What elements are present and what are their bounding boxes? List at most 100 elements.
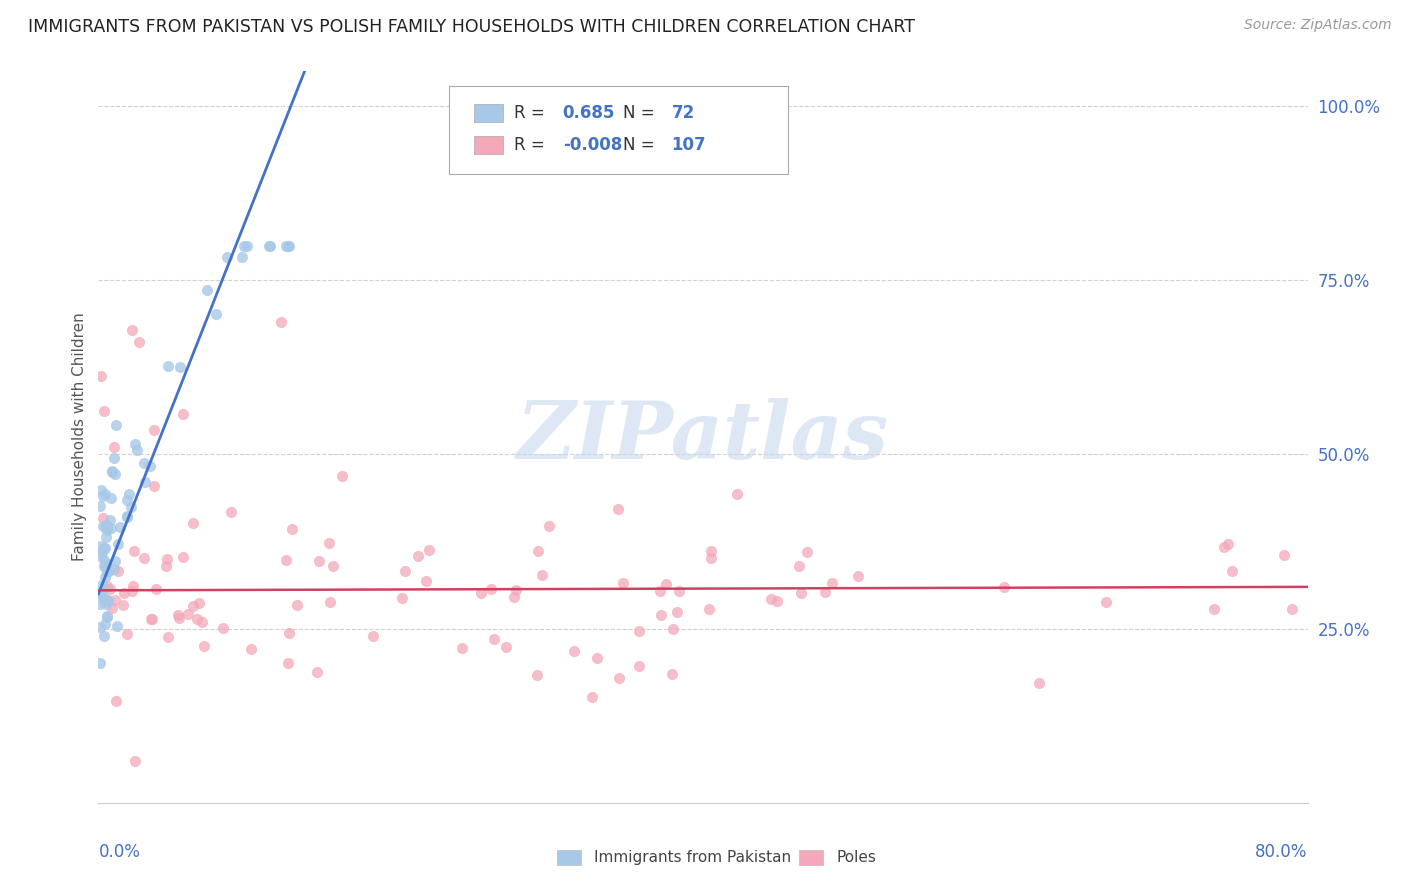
Point	[277, 626, 299, 640]
Point	[257, 238, 280, 252]
Point	[134, 475, 156, 489]
Point	[274, 553, 297, 567]
Point	[156, 359, 179, 373]
Point	[233, 238, 256, 252]
Point	[391, 591, 413, 606]
Text: N =: N =	[623, 104, 655, 122]
Point	[96, 565, 118, 579]
Point	[91, 578, 114, 592]
Point	[361, 629, 384, 643]
Point	[103, 441, 125, 455]
Point	[628, 624, 651, 639]
Point	[94, 487, 117, 501]
Text: Immigrants from Pakistan: Immigrants from Pakistan	[595, 850, 792, 865]
Point	[193, 639, 215, 653]
Point	[406, 549, 429, 563]
Point	[91, 510, 114, 524]
Point	[139, 612, 162, 626]
Point	[308, 554, 330, 568]
Point	[97, 592, 120, 607]
Point	[495, 640, 517, 654]
Point	[105, 417, 128, 432]
Point	[89, 587, 111, 601]
Point	[186, 612, 208, 626]
Point	[89, 656, 111, 670]
Point	[318, 535, 340, 549]
Point	[188, 596, 211, 610]
Point	[93, 629, 115, 643]
Point	[699, 550, 721, 565]
Point	[94, 541, 117, 556]
Point	[93, 553, 115, 567]
Point	[766, 594, 789, 608]
Point	[101, 464, 124, 478]
Point	[177, 607, 200, 621]
Point	[796, 545, 818, 559]
Point	[100, 582, 122, 596]
Point	[607, 671, 630, 685]
Point	[221, 505, 243, 519]
Point	[846, 569, 869, 583]
Text: N =: N =	[623, 136, 655, 154]
Point	[91, 519, 114, 533]
Point	[96, 579, 118, 593]
Point	[90, 368, 112, 383]
Point	[98, 513, 121, 527]
Point	[124, 544, 146, 558]
FancyBboxPatch shape	[474, 136, 503, 154]
Point	[451, 640, 474, 655]
Point	[90, 544, 112, 558]
Point	[115, 492, 138, 507]
Point	[124, 754, 146, 768]
Point	[91, 489, 114, 503]
Text: 0.0%: 0.0%	[98, 843, 141, 861]
Point	[537, 519, 560, 533]
Point	[111, 598, 134, 612]
Point	[527, 544, 550, 558]
Point	[94, 518, 117, 533]
Point	[107, 565, 129, 579]
Point	[725, 487, 748, 501]
Point	[96, 609, 118, 624]
Point	[259, 238, 281, 252]
Point	[141, 612, 163, 626]
Point	[155, 559, 177, 574]
Point	[103, 562, 125, 576]
Point	[172, 408, 194, 422]
Text: Poles: Poles	[837, 850, 876, 865]
Point	[89, 597, 111, 611]
Point	[277, 657, 299, 671]
Point	[93, 559, 115, 574]
Point	[699, 544, 721, 558]
Point	[172, 550, 194, 565]
Point	[526, 668, 548, 682]
Point	[789, 586, 811, 600]
Point	[104, 554, 127, 568]
Text: ZIPatlas: ZIPatlas	[517, 399, 889, 475]
Point	[668, 583, 690, 598]
Point	[212, 621, 235, 635]
Point	[100, 521, 122, 535]
Point	[276, 238, 298, 252]
Point	[562, 644, 585, 658]
Point	[479, 582, 502, 597]
Point	[112, 586, 135, 600]
Point	[322, 559, 344, 574]
Point	[759, 592, 782, 607]
Point	[156, 552, 179, 566]
Point	[305, 665, 328, 679]
Point	[107, 537, 129, 551]
Point	[665, 605, 688, 619]
Point	[505, 582, 527, 597]
Point	[821, 575, 844, 590]
Point	[127, 442, 149, 457]
Point	[181, 599, 204, 613]
Text: 107: 107	[672, 136, 706, 154]
Point	[94, 570, 117, 584]
Point	[94, 597, 117, 611]
Point	[110, 520, 132, 534]
Point	[132, 456, 155, 470]
Point	[100, 600, 122, 615]
Point	[97, 564, 120, 578]
Point	[115, 627, 138, 641]
